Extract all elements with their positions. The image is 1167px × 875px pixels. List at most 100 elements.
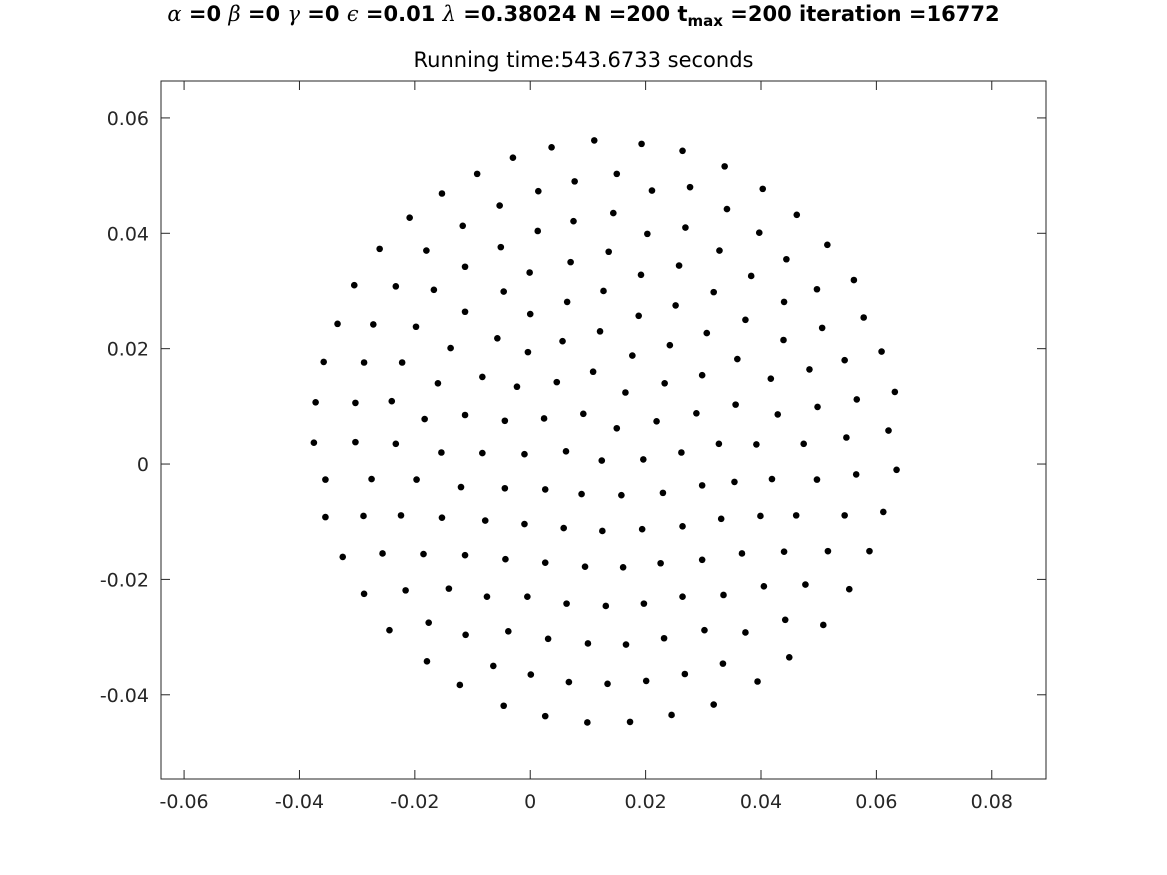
- data-point: [893, 466, 900, 474]
- data-point: [701, 626, 708, 634]
- data-point: [613, 170, 621, 178]
- data-point: [598, 457, 606, 464]
- data-point: [640, 600, 648, 607]
- data-point: [581, 563, 589, 571]
- epsilon-value: =0.01: [358, 2, 443, 26]
- data-point: [563, 298, 571, 306]
- data-point: [768, 475, 776, 483]
- data-point: [686, 183, 694, 191]
- data-point: [521, 450, 528, 458]
- data-point: [759, 185, 767, 193]
- data-point: [360, 590, 368, 598]
- data-point: [497, 243, 505, 251]
- data-point: [622, 389, 629, 396]
- data-point: [721, 163, 728, 170]
- data-point: [567, 258, 574, 266]
- data-point: [513, 383, 521, 391]
- data-point: [657, 559, 664, 567]
- x-tick-label: 0.02: [624, 791, 666, 813]
- data-point: [457, 483, 465, 491]
- y-tick-label: 0.06: [107, 108, 149, 130]
- data-point: [781, 616, 789, 624]
- data-point: [447, 344, 454, 352]
- data-point: [584, 640, 592, 647]
- data-point: [653, 418, 660, 425]
- data-point: [638, 140, 645, 148]
- data-point: [660, 634, 668, 642]
- x-tick-label: -0.06: [159, 791, 208, 813]
- data-point: [580, 410, 587, 418]
- chart-title: α =0 β =0 γ =0 ϵ =0.01 λ =0.38024 N =200…: [0, 2, 1167, 29]
- data-point: [376, 245, 383, 253]
- data-point: [360, 512, 367, 520]
- data-point: [352, 399, 359, 407]
- axes-frame: [160, 80, 1047, 780]
- data-point: [473, 170, 481, 178]
- data-point: [610, 209, 617, 217]
- data-point: [843, 434, 850, 441]
- data-point: [406, 214, 413, 222]
- data-point: [541, 712, 549, 720]
- data-point: [559, 337, 566, 345]
- data-point: [501, 417, 509, 425]
- data-point: [521, 520, 528, 528]
- data-point: [824, 547, 832, 555]
- data-point: [703, 329, 711, 337]
- data-point: [780, 548, 788, 556]
- data-point: [668, 711, 675, 719]
- data-point: [640, 456, 647, 463]
- data-point: [397, 512, 405, 519]
- y-axis: -0.04 -0.02 0 0.02 0.04 0.06: [100, 108, 1046, 707]
- data-point: [524, 593, 531, 601]
- data-point: [423, 658, 431, 665]
- alpha-value: =0: [181, 2, 229, 26]
- data-point: [352, 438, 359, 446]
- data-point: [681, 670, 689, 678]
- data-point: [438, 190, 446, 197]
- lambda-value: =0.38024 N =200 t: [455, 2, 688, 26]
- data-point: [479, 449, 486, 457]
- data-point: [698, 556, 706, 564]
- data-point: [742, 316, 749, 324]
- data-points: [310, 137, 900, 726]
- data-point: [698, 371, 706, 379]
- data-point: [570, 217, 577, 225]
- y-tick-label: 0.02: [107, 339, 149, 361]
- data-point: [880, 508, 887, 516]
- data-point: [310, 439, 318, 446]
- data-point: [682, 224, 689, 231]
- data-point: [853, 396, 861, 403]
- data-point: [717, 515, 725, 523]
- x-tick-label: -0.02: [390, 791, 439, 813]
- data-point: [599, 527, 606, 535]
- data-point: [716, 247, 723, 254]
- data-point: [483, 593, 491, 601]
- data-point: [800, 440, 807, 448]
- data-point: [738, 550, 746, 557]
- data-point: [578, 490, 585, 498]
- data-point: [715, 440, 723, 448]
- data-point: [710, 701, 717, 708]
- data-point: [322, 476, 329, 483]
- data-point: [878, 348, 885, 355]
- data-point: [368, 475, 375, 483]
- data-point: [540, 415, 548, 422]
- data-point: [780, 298, 788, 306]
- data-point: [379, 550, 386, 557]
- data-point: [563, 600, 570, 607]
- data-point: [613, 424, 621, 432]
- gamma-symbol: γ: [287, 2, 300, 26]
- data-point: [320, 358, 327, 366]
- tmax-subscript: max: [687, 12, 723, 30]
- data-point: [420, 550, 427, 558]
- data-point: [479, 373, 486, 381]
- data-point: [423, 247, 430, 254]
- data-point: [638, 525, 646, 533]
- data-point: [626, 718, 634, 726]
- data-point: [541, 486, 549, 493]
- y-tick-label: -0.02: [100, 569, 149, 591]
- data-point: [560, 524, 567, 532]
- data-point: [852, 471, 860, 478]
- data-point: [824, 241, 831, 249]
